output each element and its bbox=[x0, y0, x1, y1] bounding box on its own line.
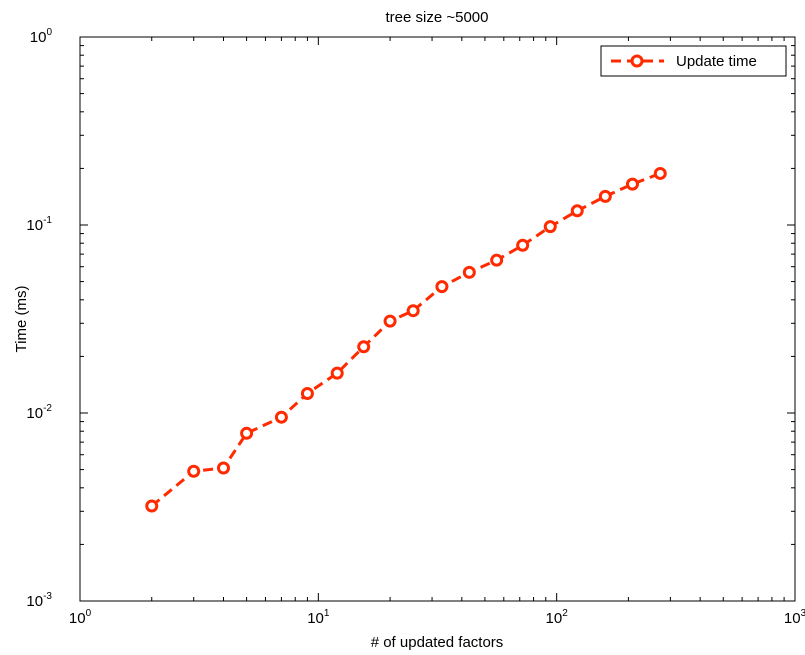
y-tick-label: 10-3 bbox=[26, 591, 52, 610]
data-point bbox=[490, 253, 504, 267]
x-axis-label: # of updated factors bbox=[371, 634, 504, 651]
data-point bbox=[274, 410, 288, 424]
data-point bbox=[330, 366, 344, 380]
chart-title: tree size ~5000 bbox=[386, 9, 489, 26]
data-point bbox=[516, 238, 530, 252]
y-tick-label: 10-2 bbox=[26, 403, 52, 422]
data-point bbox=[570, 204, 584, 218]
series-layer bbox=[145, 166, 667, 513]
data-point bbox=[383, 314, 397, 328]
legend-label: Update time bbox=[676, 53, 757, 70]
data-point bbox=[435, 280, 449, 294]
data-point bbox=[653, 166, 667, 180]
x-tick-label: 101 bbox=[307, 608, 330, 627]
data-point bbox=[357, 340, 371, 354]
plot-area bbox=[79, 36, 796, 602]
data-point bbox=[240, 426, 254, 440]
x-tick-label: 103 bbox=[784, 608, 805, 627]
legend-marker bbox=[630, 54, 644, 68]
legend: Update time bbox=[600, 45, 787, 77]
data-point bbox=[216, 461, 230, 475]
data-point bbox=[406, 304, 420, 318]
data-point bbox=[543, 220, 557, 234]
data-point bbox=[145, 499, 159, 513]
y-tick-label: 100 bbox=[30, 27, 53, 46]
data-point bbox=[462, 265, 476, 279]
data-point bbox=[300, 386, 314, 400]
y-axis-label: Time (ms) bbox=[13, 286, 30, 353]
data-point bbox=[598, 189, 612, 203]
y-axis: 10-3 10-2 10-1 100 bbox=[26, 27, 795, 610]
x-tick-label: 102 bbox=[546, 608, 569, 627]
data-point bbox=[187, 464, 201, 478]
data-point bbox=[625, 177, 639, 191]
y-tick-label: 10-1 bbox=[26, 215, 52, 234]
x-axis: 100 101 102 103 bbox=[69, 37, 805, 627]
x-tick-label: 100 bbox=[69, 608, 92, 627]
